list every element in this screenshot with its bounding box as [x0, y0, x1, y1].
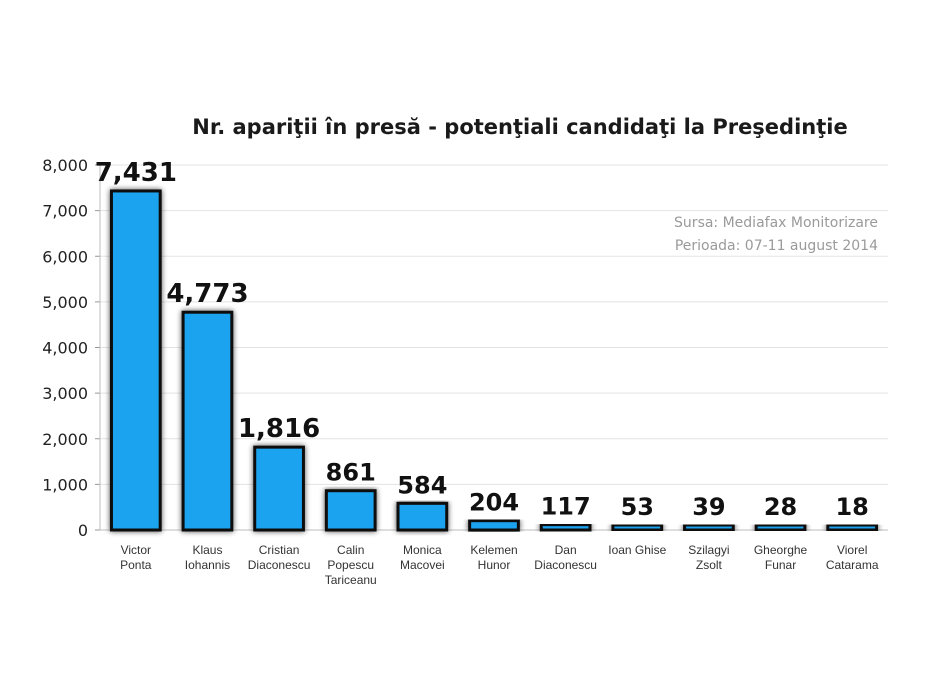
y-tick-label: 3,000 — [42, 384, 88, 403]
bar — [109, 189, 162, 532]
data-label: 18 — [835, 493, 868, 521]
data-label: 861 — [326, 459, 376, 487]
bar — [468, 519, 520, 532]
data-label: 4,773 — [166, 279, 248, 309]
x-tick-label: Gheorghe Funar — [754, 543, 808, 572]
x-axis: Victor Ponta Klaus Iohannis Cristian Diacones… — [120, 543, 879, 587]
x-tick-label: Calin Popescu Tariceanu — [325, 543, 377, 587]
bar — [826, 523, 879, 532]
data-label: 53 — [621, 493, 654, 521]
chart-title: Nr. apariţii în presă - potenţiali candi… — [192, 115, 847, 139]
y-tick-label: 7,000 — [42, 202, 88, 221]
period-annotation: Perioada: 07-11 august 2014 — [675, 238, 878, 254]
data-label: 7,431 — [95, 158, 177, 188]
y-tick-label: 1,000 — [42, 475, 88, 494]
x-tick-label: Klaus Iohannis — [185, 543, 230, 572]
x-tick-label: Ioan Ghise — [608, 543, 666, 557]
x-tick-label: Szilagyi Zsolt — [688, 543, 729, 572]
x-tick-label: Victor Ponta — [120, 543, 152, 572]
y-tick-label: 5,000 — [42, 293, 88, 312]
bar — [754, 523, 807, 532]
data-label: 1,816 — [238, 414, 320, 444]
bar — [683, 523, 735, 532]
source-annotation: Sursa: Mediafax Monitorizare — [674, 215, 878, 231]
data-label: 28 — [764, 493, 797, 521]
data-label: 117 — [541, 493, 591, 521]
x-tick-label: Kelemen Hunor — [470, 543, 517, 572]
bar — [539, 523, 592, 532]
bar — [396, 501, 449, 532]
y-tick-label: 6,000 — [42, 247, 88, 266]
x-tick-label: Dan Diaconescu — [534, 543, 597, 572]
y-tick-label: 0 — [78, 521, 88, 540]
bar — [253, 445, 305, 532]
y-tick-label: 8,000 — [42, 156, 88, 175]
bar — [611, 523, 664, 532]
x-tick-label: Cristian Diaconescu — [248, 543, 311, 572]
data-label: 39 — [692, 493, 725, 521]
data-label: 204 — [469, 489, 519, 517]
bar — [181, 310, 234, 532]
y-tick-label: 4,000 — [42, 339, 88, 358]
y-tick-label: 2,000 — [42, 430, 88, 449]
y-axis: 0 1,000 2,000 3,000 4,000 5,000 6,000 7,000 8,00… — [42, 156, 101, 540]
data-label: 584 — [397, 471, 447, 499]
x-tick-label: Monica Macovei — [400, 543, 445, 572]
x-tick-label: Viorel Catarama — [826, 543, 879, 572]
bar — [324, 489, 377, 532]
